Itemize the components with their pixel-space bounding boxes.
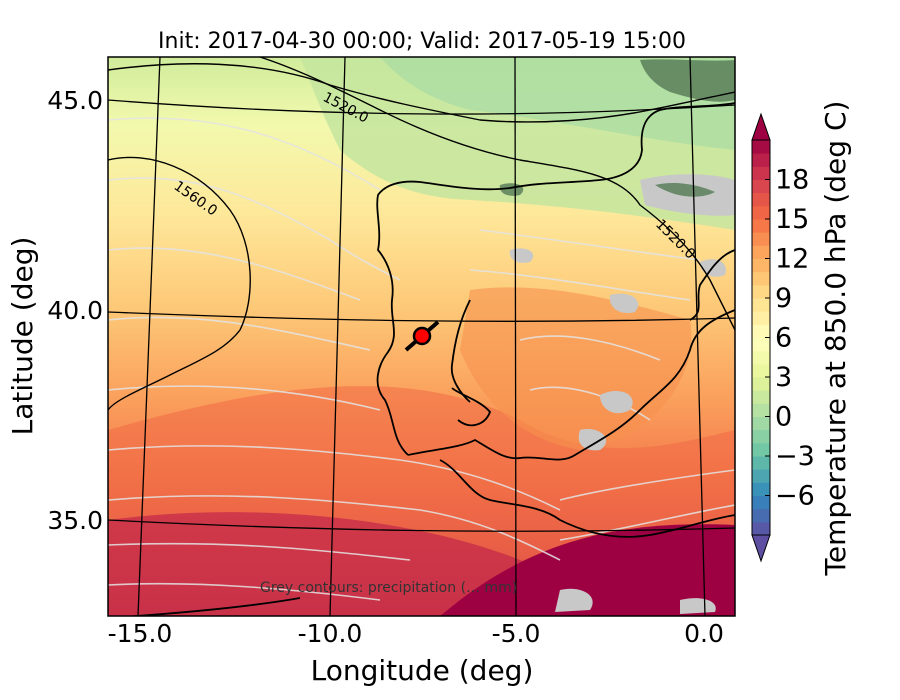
colorbar-level <box>752 390 770 404</box>
hottest-region <box>440 524 735 616</box>
colorbar-level <box>752 271 770 286</box>
x-tick-label: 0.0 <box>684 619 724 648</box>
colorbar-tick-label: −6 <box>775 481 815 512</box>
colorbar <box>751 112 771 563</box>
colorbar-level <box>752 166 770 180</box>
colorbar-level <box>752 469 770 483</box>
colorbar-tick-label: 0 <box>775 402 792 433</box>
colorbar-level <box>752 192 770 207</box>
colorbar-level <box>752 442 770 457</box>
colorbar-level <box>752 153 770 167</box>
colorbar-label: Temperature at 850.0 hPa (deg C) <box>819 101 852 577</box>
x-tick-label: -5.0 <box>492 619 541 648</box>
colorbar-level <box>752 232 770 246</box>
colorbar-tick-label: 18 <box>775 165 809 196</box>
colorbar-max-extend <box>751 112 771 141</box>
site-marker <box>404 320 440 352</box>
coastlines <box>124 102 735 616</box>
map-title: Init: 2017-04-30 00:00; Valid: 2017-05-1… <box>158 29 686 54</box>
colorbar-level <box>752 429 770 444</box>
colorbar-tick-label: 3 <box>775 362 792 393</box>
graticule <box>108 57 735 616</box>
colorbar-level <box>752 258 770 273</box>
y-tick-label: 45.0 <box>47 86 103 115</box>
colorbar-level <box>752 508 770 523</box>
colorbar-level <box>752 363 770 378</box>
colorbar-level <box>752 482 770 496</box>
colorbar-level <box>752 403 770 417</box>
colorbar-level <box>752 337 770 352</box>
colorbar-level <box>752 324 770 338</box>
colorbar-tick-label: 6 <box>775 323 792 354</box>
colorbar-level <box>752 245 770 259</box>
map-frame <box>107 56 736 617</box>
colorbar-level <box>752 311 770 325</box>
colorbar-level <box>752 219 770 233</box>
x-tick-label: -10.0 <box>298 619 363 648</box>
colorbar-min-extend <box>751 534 771 563</box>
colorbar-level <box>752 179 770 194</box>
x-axis-label: Longitude (deg) <box>311 654 534 687</box>
colorbar-tick-label: −3 <box>775 441 815 472</box>
colorbar-level <box>752 521 770 536</box>
y-axis-label: Latitude (deg) <box>6 237 39 436</box>
colorbar-level <box>752 140 770 154</box>
y-tick-label: 35.0 <box>47 506 103 535</box>
y-tick-label: 40.0 <box>47 296 103 325</box>
isotherm-lines <box>108 117 735 601</box>
colorbar-level <box>752 350 770 365</box>
colorbar-level <box>752 284 770 299</box>
cold-north <box>380 57 735 150</box>
colorbar-level <box>752 456 770 470</box>
colorbar-level <box>752 377 770 391</box>
colorbar-level <box>752 298 770 312</box>
map-panel: 1520.0 1560.0 1520.0 Grey contours: prec… <box>108 57 735 616</box>
colorbar-tick-label: 9 <box>775 283 792 314</box>
y-axis: 45.0 40.0 35.0 <box>47 86 103 535</box>
colorbar-tick-label: 12 <box>775 244 809 275</box>
colorbar-level <box>752 205 770 220</box>
x-tick-label: -15.0 <box>108 619 173 648</box>
colorbar-tick-label: 15 <box>775 204 809 235</box>
colorbar-level <box>752 416 770 431</box>
colorbar-ticks: 18 15 12 9 6 3 0 −3 −6 <box>765 165 815 512</box>
x-axis: -15.0 -10.0 -5.0 0.0 <box>108 619 724 648</box>
precip-note: Grey contours: precipitation (… mm) <box>260 580 517 596</box>
height-contours <box>108 57 735 411</box>
colorbar-level <box>752 495 770 510</box>
